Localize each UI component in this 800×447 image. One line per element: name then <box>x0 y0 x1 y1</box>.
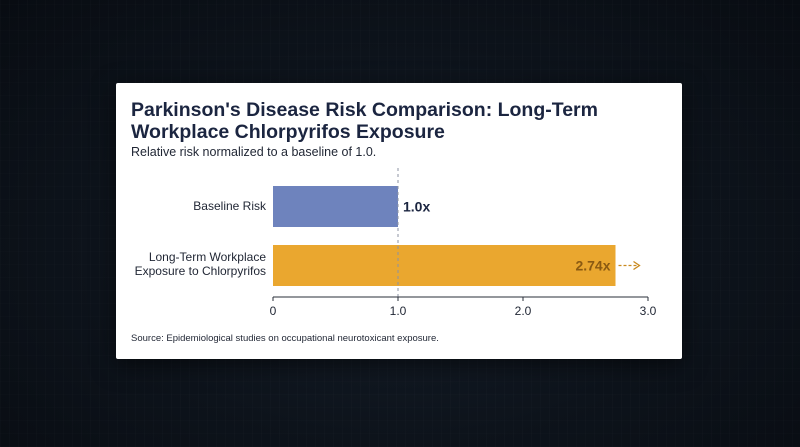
source-note: Source: Epidemiological studies on occup… <box>131 333 439 344</box>
arrow-head-icon <box>633 260 641 271</box>
bar-1 <box>273 245 616 286</box>
category-label-line: Baseline Risk <box>193 199 266 213</box>
category-label-line: Long-Term Workplace <box>148 250 266 264</box>
category-label-baseline: Baseline Risk <box>116 199 266 213</box>
chart-title: Parkinson's Disease Risk Comparison: Lon… <box>131 99 598 143</box>
data-label-baseline: 1.0x <box>403 199 430 215</box>
x-tick-label: 1.0 <box>390 304 407 318</box>
x-tick-label: 2.0 <box>515 304 532 318</box>
bar-chart: 0 1.0 2.0 3.0 1.0x 2.74x <box>270 168 657 318</box>
bar-0 <box>273 186 398 227</box>
chart-card: Parkinson's Disease Risk Comparison: Lon… <box>116 83 682 359</box>
x-tick-label: 0 <box>270 304 277 318</box>
category-label-exposure: Long-Term Workplace Exposure to Chlorpyr… <box>116 250 266 278</box>
category-label-line: Exposure to Chlorpyrifos <box>134 264 266 278</box>
data-label-exposure: 2.74x <box>575 258 610 274</box>
chart-subtitle: Relative risk normalized to a baseline o… <box>131 145 377 159</box>
x-tick-label: 3.0 <box>640 304 657 318</box>
